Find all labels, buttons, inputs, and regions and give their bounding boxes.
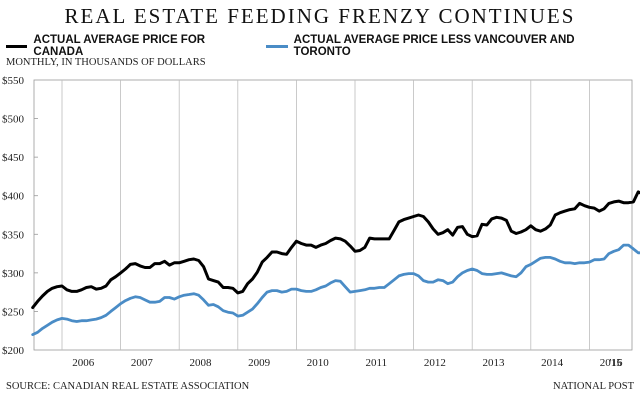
y-tick-label: $550 xyxy=(2,75,25,87)
legend-item-canada: ACTUAL AVERAGE PRICE FOR CANADA xyxy=(6,34,252,58)
credit-note: NATIONAL POST xyxy=(553,381,634,392)
chart-title: REAL ESTATE FEEDING FRENZY CONTINUES xyxy=(64,4,576,28)
x-tick-label: 2011 xyxy=(366,357,388,369)
y-tick-label: $450 xyxy=(2,152,25,164)
series-line-1 xyxy=(31,243,640,337)
y-tick-label: $250 xyxy=(2,306,25,318)
series-line-0 xyxy=(31,190,640,310)
y-tick-label: $350 xyxy=(2,229,25,241)
y-tick-label: $400 xyxy=(2,191,25,203)
x-tick-label: 2015 xyxy=(600,357,623,369)
legend-label-canada: ACTUAL AVERAGE PRICE FOR CANADA xyxy=(33,34,206,58)
legend-item-less-van-tor: ACTUAL AVERAGE PRICE LESS VANCOUVER AND … xyxy=(266,34,626,58)
x-tick-label: 2007 xyxy=(131,357,154,369)
legend-label-less-van-tor: ACTUAL AVERAGE PRICE LESS VANCOUVER AND … xyxy=(293,34,575,58)
legend-swatch-less-van-tor xyxy=(266,44,288,48)
x-tick-label: 2012 xyxy=(424,357,446,369)
y-tick-label: $300 xyxy=(2,268,25,280)
legend-swatch-canada xyxy=(6,44,28,48)
x-tick-label: 2006 xyxy=(72,357,95,369)
x-tick-label: 2014 xyxy=(541,357,564,369)
x-tick-label: '16 xyxy=(610,357,623,369)
legend: ACTUAL AVERAGE PRICE FOR CANADA ACTUAL A… xyxy=(6,34,640,58)
y-tick-label: $500 xyxy=(2,114,25,126)
plot-frame xyxy=(33,79,633,351)
chart-subtitle: MONTHLY, IN THOUSANDS OF DOLLARS xyxy=(6,57,206,68)
source-note: SOURCE: CANADIAN REAL ESTATE ASSOCIATION xyxy=(6,381,250,392)
x-tick-label: 2010 xyxy=(307,357,330,369)
x-tick-label: 2009 xyxy=(248,357,271,369)
x-tick-label: 2008 xyxy=(190,357,213,369)
x-tick-label: 2013 xyxy=(483,357,506,369)
y-tick-label: $200 xyxy=(2,345,25,357)
